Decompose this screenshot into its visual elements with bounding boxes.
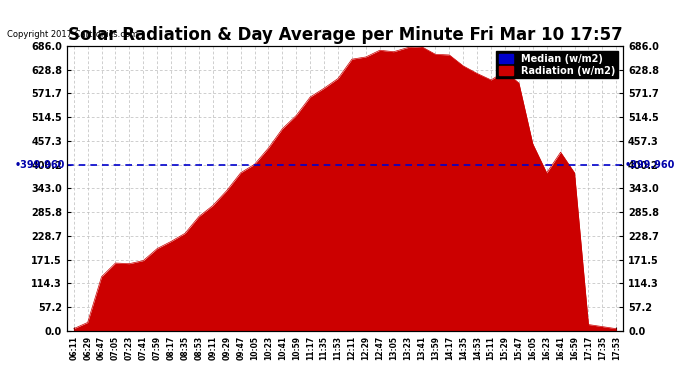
Legend: Median (w/m2), Radiation (w/m2): Median (w/m2), Radiation (w/m2) [496, 51, 618, 78]
Title: Solar Radiation & Day Average per Minute Fri Mar 10 17:57: Solar Radiation & Day Average per Minute… [68, 26, 622, 44]
Text: •399.960: •399.960 [624, 160, 675, 170]
Text: Copyright 2017 Cartronics.com: Copyright 2017 Cartronics.com [7, 30, 138, 39]
Text: •399.960: •399.960 [15, 160, 66, 170]
